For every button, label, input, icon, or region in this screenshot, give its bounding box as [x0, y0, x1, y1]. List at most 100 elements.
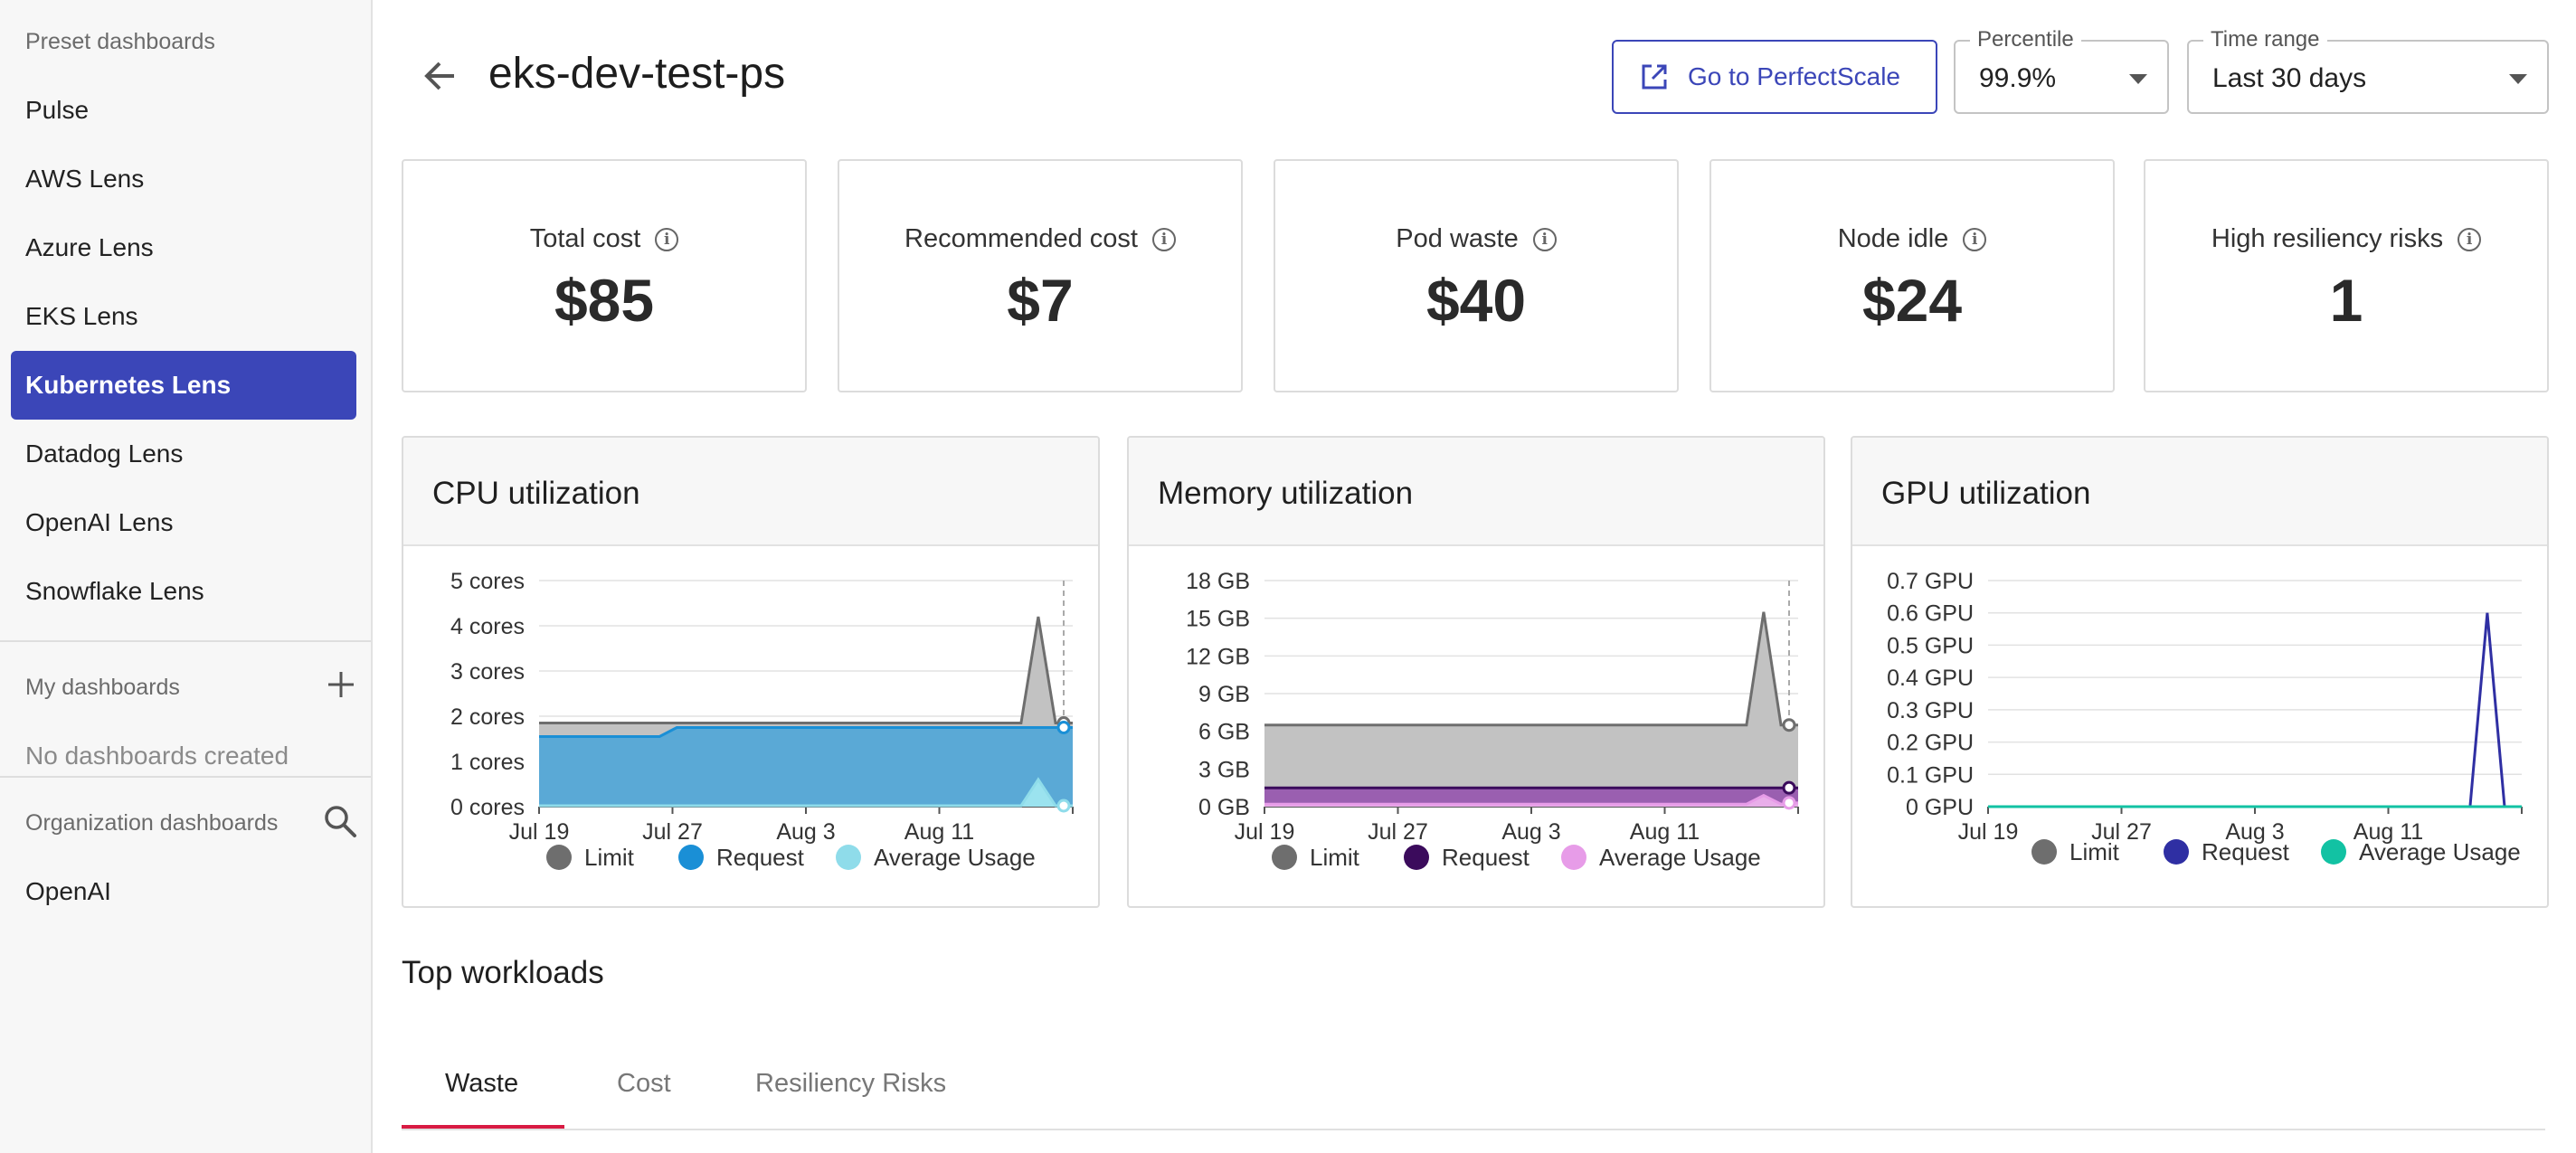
y-tick-label: 0.7 GPU — [1887, 569, 1974, 594]
search-icon[interactable] — [322, 803, 358, 839]
hover-point — [1782, 780, 1796, 795]
percentile-select[interactable]: Percentile 99.9% — [1954, 27, 2169, 114]
page-title: eks-dev-test-ps — [488, 50, 786, 98]
x-tick-label: Jul 27 — [1368, 819, 1428, 845]
series-line-average-usage — [539, 777, 1073, 808]
time-range-label: Time range — [2203, 27, 2327, 52]
no-dashboards-note: No dashboards created — [25, 742, 289, 770]
add-dashboard-icon[interactable] — [326, 669, 356, 700]
kpi-value: $24 — [1861, 267, 1963, 334]
kpi-total-cost: Total cost i $85 — [402, 159, 807, 392]
gpu-utilization-chart: 0.7 GPU 0.6 GPU 0.5 GPU 0.4 GPU 0.3 GPU 0.2 G… — [1887, 569, 2523, 865]
organization-dashboards-label: Organization dashboards — [25, 810, 279, 836]
sidebar-item-aws-lens[interactable]: AWS Lens — [25, 165, 145, 193]
sidebar-divider — [0, 640, 371, 642]
series-line-limit — [539, 616, 1073, 724]
series-area-limit — [1264, 611, 1798, 807]
percentile-label: Percentile — [1970, 27, 2081, 52]
chart-header: Memory utilization — [1129, 438, 1823, 546]
chart-header: CPU utilization — [403, 438, 1098, 546]
sidebar-item-azure-lens[interactable]: Azure Lens — [25, 233, 154, 261]
hover-point — [1782, 796, 1796, 810]
chart-header: GPU utilization — [1852, 438, 2547, 546]
hover-point — [1056, 799, 1071, 813]
go-to-perfectscale-button[interactable]: Go to PerfectScale — [1612, 40, 1937, 114]
y-tick-label: 0.5 GPU — [1887, 633, 1974, 658]
x-tick-label: Jul 19 — [509, 819, 570, 845]
time-range-value: Last 30 days — [2212, 63, 2367, 93]
y-tick-label: 9 GB — [1198, 682, 1250, 707]
kpi-value: $7 — [1007, 267, 1074, 334]
preset-dashboards-label: Preset dashboards — [25, 29, 215, 54]
y-tick-label: 18 GB — [1186, 569, 1250, 594]
sidebar-divider — [0, 776, 371, 778]
sidebar-item-snowflake-lens[interactable]: Snowflake Lens — [25, 577, 204, 605]
hover-point — [1782, 718, 1796, 732]
legend-label: Limit — [584, 844, 635, 871]
back-arrow-icon[interactable] — [418, 54, 461, 98]
y-tick-label: 0.3 GPU — [1887, 698, 1974, 723]
memory-utilization-card: Memory utilization 18 GB 15 GB 12 GB 9 GB 6 … — [1127, 436, 1825, 908]
my-dashboards-label: My dashboards — [25, 675, 180, 700]
kpi-pod-waste: Pod waste i $40 — [1274, 159, 1679, 392]
legend-swatch — [836, 845, 861, 870]
x-tick-label: Aug 11 — [1630, 819, 1700, 845]
sidebar-item-openai-lens[interactable]: OpenAI Lens — [25, 508, 174, 536]
x-tick-label: Jul 19 — [1958, 819, 2019, 845]
caret-down-icon — [2509, 74, 2527, 84]
sidebar-item-pulse[interactable]: Pulse — [25, 96, 90, 124]
y-tick-label: 6 GB — [1198, 720, 1250, 745]
active-tab-indicator — [402, 1125, 564, 1129]
sidebar-item-openai[interactable]: OpenAI — [25, 877, 111, 905]
x-tick-label: Aug 3 — [776, 819, 835, 845]
hover-point — [1056, 721, 1071, 734]
sidebar: Preset dashboards Pulse AWS Lens Azure L… — [0, 0, 373, 1153]
tab-waste[interactable]: Waste — [445, 1069, 519, 1098]
cpu-utilization-chart: 5 cores 4 cores 3 cores 2 cores 1 cores 0 cor… — [450, 569, 1074, 871]
series-area-request — [1264, 788, 1798, 807]
x-tick-label: Aug 3 — [2225, 819, 2284, 845]
tabs-divider — [402, 1129, 2545, 1130]
kpi-high-resiliency-risks: High resiliency risks i 1 — [2144, 159, 2549, 392]
y-tick-label: 0 GB — [1198, 795, 1250, 820]
legend-label: Request — [716, 844, 805, 871]
info-icon[interactable]: i — [655, 227, 679, 251]
x-tick-label: Aug 3 — [1501, 819, 1560, 845]
info-icon[interactable]: i — [1963, 227, 1987, 251]
y-tick-label: 2 cores — [450, 704, 525, 730]
sidebar-item-eks-lens[interactable]: EKS Lens — [25, 302, 138, 330]
cpu-utilization-card: CPU utilization 5 cores 4 cores 3 cores 2 c… — [402, 436, 1100, 908]
y-tick-label: 5 cores — [450, 569, 525, 594]
kpi-label: High resiliency risks — [2211, 224, 2444, 253]
series-line-average-usage — [1264, 793, 1799, 806]
kpi-value: $40 — [1425, 267, 1527, 334]
kpi-label: Pod waste — [1396, 224, 1519, 253]
x-tick-label: Aug 11 — [904, 819, 974, 845]
y-tick-label: 3 GB — [1198, 757, 1250, 782]
kpi-label: Recommended cost — [904, 224, 1138, 253]
kpi-label: Node idle — [1837, 224, 1949, 253]
legend-label: Limit — [2069, 838, 2120, 865]
info-icon[interactable]: i — [1151, 227, 1176, 251]
legend-swatch — [678, 845, 704, 870]
go-to-perfectscale-label: Go to PerfectScale — [1688, 62, 1901, 90]
legend-label: Request — [2202, 838, 2290, 865]
time-range-select[interactable]: Time range Last 30 days — [2187, 27, 2549, 114]
x-tick-label: Aug 11 — [2353, 819, 2423, 845]
tab-resiliency-risks[interactable]: Resiliency Risks — [755, 1069, 947, 1098]
sidebar-item-datadog-lens[interactable]: Datadog Lens — [25, 439, 184, 468]
legend-swatch — [2164, 839, 2189, 865]
tab-cost[interactable]: Cost — [617, 1069, 671, 1098]
y-tick-label: 3 cores — [450, 659, 525, 685]
info-icon[interactable]: i — [1532, 227, 1557, 251]
legend-label: Limit — [1310, 844, 1360, 871]
y-tick-label: 0.1 GPU — [1887, 762, 1974, 788]
info-icon[interactable]: i — [2458, 227, 2482, 251]
caret-down-icon — [2129, 74, 2147, 84]
legend-swatch — [1272, 845, 1297, 870]
external-link-icon — [1642, 64, 1667, 90]
sidebar-item-kubernetes-lens[interactable]: Kubernetes Lens — [11, 351, 356, 420]
percentile-value: 99.9% — [1979, 63, 2057, 93]
kpi-value: 1 — [2329, 267, 2363, 334]
x-tick-label: Jul 19 — [1235, 819, 1295, 845]
